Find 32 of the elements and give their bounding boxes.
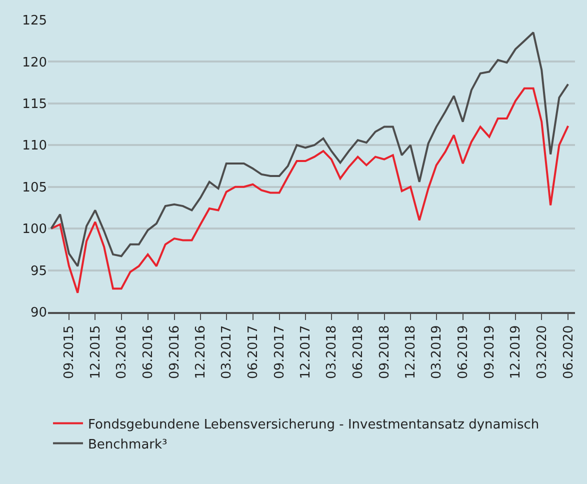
x-tick-label: 12.2019 — [508, 325, 524, 379]
x-tick-label: 09.2016 — [168, 325, 183, 379]
y-tick-label: 125 — [22, 14, 47, 29]
x-tick-label: 06.2018 — [351, 325, 366, 379]
x-tick-label: 09.2019 — [482, 325, 498, 379]
y-tick-label: 95 — [30, 264, 47, 279]
line-series — [50, 32, 570, 268]
y-tick-label: 105 — [22, 180, 47, 196]
x-tick-label: 03.2020 — [534, 325, 550, 379]
y-tick-label: 110 — [22, 138, 47, 154]
y-tick-label: 100 — [22, 222, 47, 238]
x-tick-label: 03.2019 — [430, 325, 445, 379]
x-tick-label: 06.2016 — [141, 325, 156, 379]
x-tick-label: 12.2016 — [194, 325, 209, 379]
x-tick-label: 12.2015 — [88, 325, 104, 379]
legend-label: Fondsgebundene Lebensversicherung - Investmentansatz dynamisch — [88, 417, 540, 432]
x-tick-label: 12.2017 — [298, 325, 314, 379]
y-tick-label: 90 — [30, 306, 47, 321]
y-tick-label: 120 — [22, 55, 47, 70]
x-tick-label: 09.2015 — [62, 325, 78, 379]
x-tick-label: 03.2016 — [114, 325, 130, 379]
line-series — [50, 87, 570, 294]
y-tick-label: 115 — [22, 96, 47, 112]
x-tick-label: 12.2018 — [404, 325, 419, 379]
x-tick-label: 09.2018 — [378, 325, 393, 379]
x-tick-label: 03.2017 — [220, 325, 235, 379]
x-tick-label: 06.2020 — [561, 325, 576, 379]
legend-label: Benchmark³ — [88, 437, 168, 452]
x-tick-label: 06.2017 — [246, 325, 262, 379]
x-tick-label: 09.2017 — [272, 325, 288, 379]
x-tick-label: 06.2019 — [456, 325, 472, 379]
x-tick-label: 03.2018 — [324, 325, 340, 379]
